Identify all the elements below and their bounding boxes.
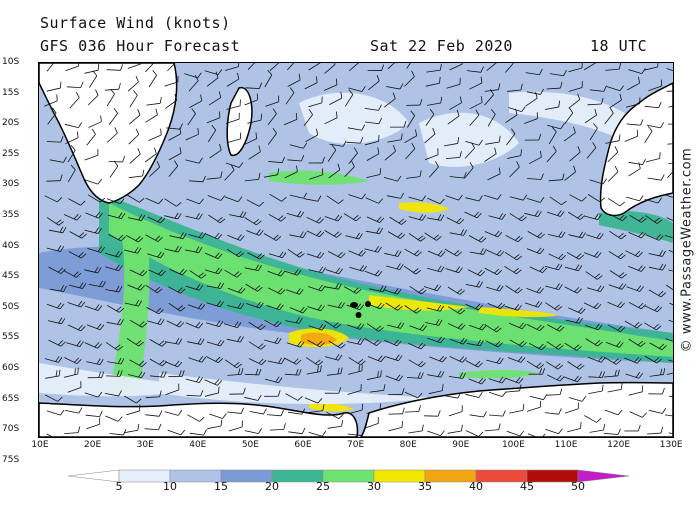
longitude-label-60e: 60E <box>294 440 312 450</box>
latitude-label-20s: 20S <box>2 118 20 129</box>
land-masses <box>39 63 673 437</box>
colorbar-label-15: 15 <box>214 480 228 493</box>
longitude-label-70e: 70E <box>347 440 365 450</box>
wind-barbs <box>44 63 673 437</box>
latitude-label-10s: 10S <box>2 57 20 67</box>
longitude-label-40e: 40E <box>189 440 207 450</box>
map-title: Surface Wind (knots) <box>40 14 231 32</box>
colorbar-label-10: 10 <box>163 480 177 493</box>
latitude-label-40s: 40S <box>2 240 20 251</box>
wind-speed-colorbar <box>68 469 630 483</box>
longitude-label-110e: 110E <box>554 440 578 450</box>
longitude-label-30e: 30E <box>136 440 154 450</box>
wind-map-canvas <box>39 63 673 437</box>
latitude-label-70s: 70S <box>2 424 20 435</box>
longitude-label-120e: 120E <box>607 440 631 450</box>
africa-landmass <box>39 63 178 204</box>
longitude-label-80e: 80E <box>399 440 417 450</box>
latitude-label-65s: 65S <box>2 393 20 404</box>
latitude-label-55s: 55S <box>2 332 20 343</box>
colorbar-label-20: 20 <box>265 480 279 493</box>
colorbar-label-50: 50 <box>571 480 585 493</box>
colorbar-label-40: 40 <box>469 480 483 493</box>
latitude-label-30s: 30S <box>2 179 20 190</box>
latitude-label-45s: 45S <box>2 271 20 282</box>
longitude-label-20e: 20E <box>84 440 102 450</box>
longitude-label-130e: 130E <box>659 440 683 450</box>
credit-watermark: © www.PassageWeather.com <box>679 147 695 353</box>
latitude-label-75s: 75S <box>2 454 20 465</box>
colorbar-label-25: 25 <box>316 480 330 493</box>
colorbar-label-45: 45 <box>520 480 534 493</box>
longitude-label-90e: 90E <box>452 440 470 450</box>
latitude-label-35s: 35S <box>2 210 20 220</box>
forecast-date: Sat 22 Feb 2020 <box>370 37 513 55</box>
longitude-label-10e: 10E <box>31 440 49 450</box>
forecast-label: GFS 036 Hour Forecast <box>40 37 241 55</box>
forecast-time: 18 UTC <box>590 37 648 55</box>
colorbar-label-30: 30 <box>367 480 381 493</box>
latitude-label-60s: 60S <box>2 363 20 373</box>
latitude-label-15s: 15S <box>2 87 20 98</box>
colorbar-label-5: 5 <box>115 480 123 493</box>
longitude-label-100e: 100E <box>501 440 525 450</box>
australia-landmass <box>599 82 673 217</box>
colorbar-label-35: 35 <box>418 480 432 493</box>
latitude-label-50s: 50S <box>2 301 20 312</box>
longitude-label-50e: 50E <box>241 440 259 450</box>
wind-map <box>38 62 674 438</box>
latitude-label-25s: 25S <box>2 148 20 159</box>
